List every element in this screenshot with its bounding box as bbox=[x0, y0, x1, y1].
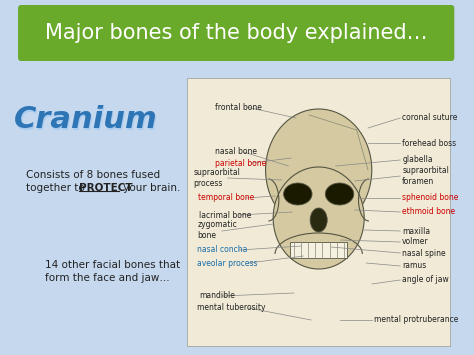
Text: zygomatic
bone: zygomatic bone bbox=[197, 220, 237, 240]
Text: maxilla: maxilla bbox=[402, 226, 430, 235]
Text: aveolar process: aveolar process bbox=[197, 258, 258, 268]
Ellipse shape bbox=[273, 167, 364, 269]
Text: Major bones of the body explained…: Major bones of the body explained… bbox=[45, 23, 428, 43]
Ellipse shape bbox=[310, 208, 327, 232]
Text: nasal bone: nasal bone bbox=[215, 147, 257, 157]
Text: PROTECT: PROTECT bbox=[79, 183, 132, 193]
FancyBboxPatch shape bbox=[18, 5, 454, 61]
Text: nasal concha: nasal concha bbox=[197, 246, 248, 255]
Text: angle of jaw: angle of jaw bbox=[402, 275, 449, 284]
Text: ramus: ramus bbox=[402, 262, 427, 271]
Bar bbox=[187, 78, 450, 346]
Text: 14 other facial bones that: 14 other facial bones that bbox=[45, 260, 180, 270]
Text: mental protruberance: mental protruberance bbox=[374, 316, 458, 324]
Ellipse shape bbox=[265, 109, 372, 231]
Text: Consists of 8 bones fused: Consists of 8 bones fused bbox=[26, 170, 160, 180]
Text: Cranium: Cranium bbox=[15, 106, 158, 136]
Text: parietal bone: parietal bone bbox=[215, 158, 266, 168]
Text: lacrimal bone: lacrimal bone bbox=[199, 211, 252, 219]
Text: mental tuberosity: mental tuberosity bbox=[197, 304, 266, 312]
Bar bbox=[290, 242, 347, 258]
Text: frontal bone: frontal bone bbox=[215, 103, 262, 111]
Ellipse shape bbox=[325, 183, 354, 205]
Text: glabella: glabella bbox=[402, 155, 433, 164]
Ellipse shape bbox=[283, 183, 312, 205]
Text: ethmoid bone: ethmoid bone bbox=[402, 208, 455, 217]
Text: mandible: mandible bbox=[199, 291, 235, 300]
Text: supraorbital
process: supraorbital process bbox=[193, 168, 240, 188]
Text: temporal bone: temporal bone bbox=[198, 193, 255, 202]
Text: sphenoid bone: sphenoid bone bbox=[402, 193, 458, 202]
Text: supraorbital
foramen: supraorbital foramen bbox=[402, 166, 449, 186]
Text: volmer: volmer bbox=[402, 237, 429, 246]
Text: coronal suture: coronal suture bbox=[402, 114, 457, 122]
Text: forehead boss: forehead boss bbox=[402, 138, 456, 147]
Text: together to: together to bbox=[26, 183, 88, 193]
Text: Cranium: Cranium bbox=[14, 105, 157, 135]
Text: nasal spine: nasal spine bbox=[402, 248, 446, 257]
Text: form the face and jaw…: form the face and jaw… bbox=[45, 273, 169, 283]
Text: your brain.: your brain. bbox=[119, 183, 180, 193]
